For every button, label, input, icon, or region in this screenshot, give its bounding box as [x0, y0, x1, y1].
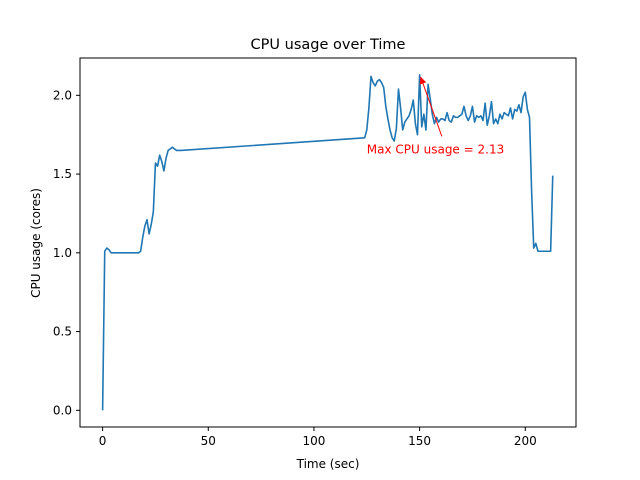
y-tick-label: 0.0 — [53, 403, 72, 417]
annotation-arrowhead — [419, 76, 427, 85]
x-axis-label: Time (sec) — [296, 457, 360, 471]
y-axis-label: CPU usage (cores) — [29, 188, 43, 298]
chart-title: CPU usage over Time — [251, 37, 406, 53]
y-tick-label: 2.0 — [53, 88, 72, 102]
plot-frame — [79, 57, 577, 428]
y-tick-label: 1.5 — [53, 167, 72, 181]
cpu-usage-line — [101, 74, 554, 411]
cpu-series — [101, 74, 554, 411]
y-tick-label: 1.0 — [53, 246, 72, 260]
annotation-label: Max CPU usage = 2.13 — [367, 143, 504, 157]
x-tick-label: 150 — [408, 434, 431, 448]
annotation-arrow — [420, 76, 443, 137]
x-tick-label: 200 — [514, 434, 537, 448]
axis-ticks: 0 50 100 150 200 0.0 0.5 1.0 1.5 2.0 — [53, 88, 537, 448]
x-tick-label: 0 — [99, 434, 107, 448]
x-tick-label: 50 — [201, 434, 216, 448]
max-annotation: Max CPU usage = 2.13 — [367, 76, 504, 157]
x-tick-label: 100 — [302, 434, 325, 448]
y-tick-label: 0.5 — [53, 325, 72, 339]
